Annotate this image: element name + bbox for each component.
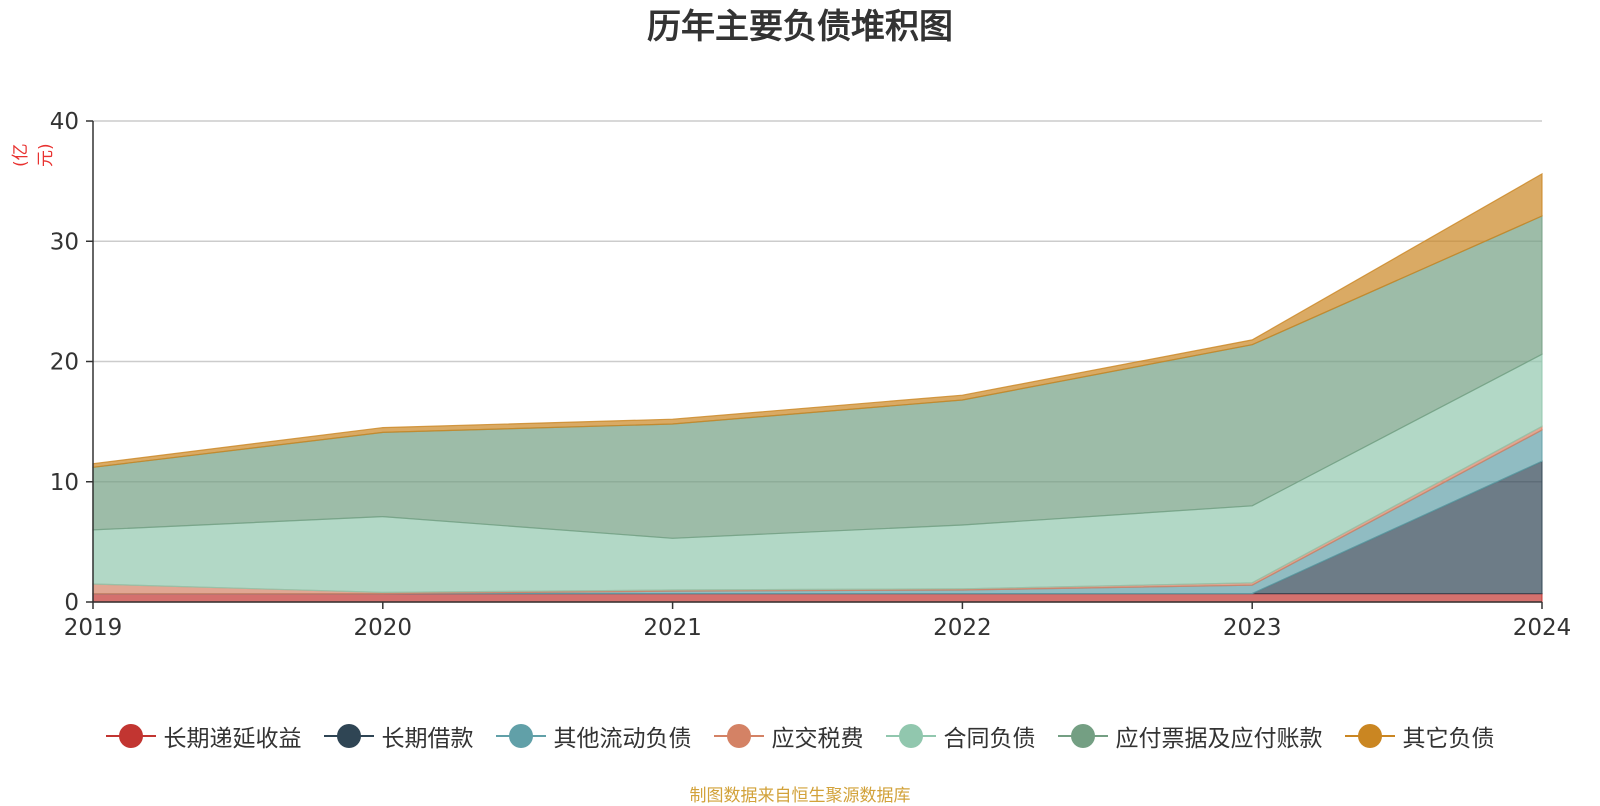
- legend-item-1[interactable]: 长期借款: [323, 719, 474, 753]
- area-series-6[interactable]: [92, 172, 1543, 468]
- legend-item-0[interactable]: 长期递延收益: [105, 719, 302, 753]
- legend-marker-icon: [495, 723, 546, 749]
- stacked-area-chart: 0 10 20 30 40 2019 2020 2021 2022 2023 2024: [50, 109, 1572, 641]
- legend-label: 其它负债: [1402, 726, 1495, 752]
- chart-title: 历年主要负债堆积图: [647, 7, 953, 47]
- area-series-0[interactable]: [92, 593, 1543, 603]
- legend-marker-icon: [1057, 723, 1108, 749]
- legend-marker-icon: [105, 723, 156, 749]
- x-tick-label: 2020: [354, 615, 413, 641]
- legend-marker-icon: [713, 723, 764, 749]
- legend-label: 长期借款: [381, 726, 474, 752]
- x-tick-label: 2023: [1223, 615, 1282, 641]
- x-tick-label: 2021: [643, 615, 702, 641]
- area-series: [92, 172, 1543, 603]
- y-tick-label: 40: [50, 109, 79, 135]
- legend-label: 应交税费: [771, 726, 864, 752]
- y-tick-label: 30: [50, 229, 79, 255]
- x-tick-label: 2024: [1513, 615, 1572, 641]
- x-tick-label: 2022: [933, 615, 992, 641]
- legend-label: 合同负债: [943, 726, 1036, 752]
- legend-item-5[interactable]: 应付票据及应付账款: [1057, 719, 1323, 753]
- legend: 长期递延收益 长期借款 其他流动负债 应交税费 合同负债 应付票据及应付账款 其它负债: [0, 718, 1600, 754]
- y-tick-label: 10: [50, 470, 79, 496]
- legend-marker-icon: [323, 723, 374, 749]
- x-tick-label: 2019: [64, 615, 123, 641]
- legend-item-4[interactable]: 合同负债: [885, 719, 1036, 753]
- y-tick-label: 20: [50, 350, 79, 376]
- axes: 0 10 20 30 40 2019 2020 2021 2022 2023 2024: [50, 109, 1572, 641]
- legend-label: 其他流动负债: [553, 726, 692, 752]
- legend-label: 长期递延收益: [163, 726, 302, 752]
- y-tick-label: 0: [64, 590, 79, 616]
- source-note: 制图数据来自恒生聚源数据库: [689, 786, 911, 806]
- legend-item-2[interactable]: 其他流动负债: [495, 719, 692, 753]
- legend-item-3[interactable]: 应交税费: [713, 719, 864, 753]
- legend-item-6[interactable]: 其它负债: [1344, 719, 1495, 753]
- legend-marker-icon: [885, 723, 936, 749]
- legend-label: 应付票据及应付账款: [1115, 726, 1323, 752]
- legend-marker-icon: [1344, 723, 1395, 749]
